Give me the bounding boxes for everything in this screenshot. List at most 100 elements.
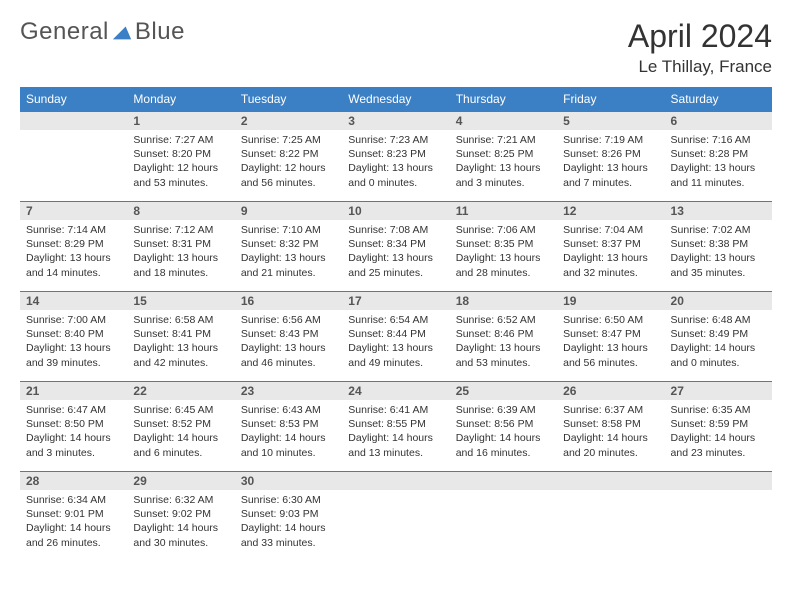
sunset-text: Sunset: 8:52 PM: [133, 417, 228, 431]
daylight-text-1: Daylight: 14 hours: [456, 431, 551, 445]
calendar-cell: 7Sunrise: 7:14 AMSunset: 8:29 PMDaylight…: [20, 202, 127, 292]
day-info: Sunrise: 7:14 AMSunset: 8:29 PMDaylight:…: [20, 220, 127, 283]
day-number: 11: [450, 202, 557, 220]
daylight-text-2: and 3 minutes.: [26, 446, 121, 460]
day-number: 16: [235, 292, 342, 310]
daylight-text-1: Daylight: 14 hours: [26, 521, 121, 535]
day-info: Sunrise: 6:48 AMSunset: 8:49 PMDaylight:…: [665, 310, 772, 373]
logo: General Blue: [20, 18, 185, 46]
sunset-text: Sunset: 8:40 PM: [26, 327, 121, 341]
daylight-text-2: and 49 minutes.: [348, 356, 443, 370]
day-number: 4: [450, 112, 557, 130]
sunset-text: Sunset: 8:31 PM: [133, 237, 228, 251]
day-number: 23: [235, 382, 342, 400]
day-number: 13: [665, 202, 772, 220]
day-number: 7: [20, 202, 127, 220]
calendar-cell: 12Sunrise: 7:04 AMSunset: 8:37 PMDayligh…: [557, 202, 664, 292]
sunrise-text: Sunrise: 6:45 AM: [133, 403, 228, 417]
daylight-text-2: and 21 minutes.: [241, 266, 336, 280]
day-info: Sunrise: 6:58 AMSunset: 8:41 PMDaylight:…: [127, 310, 234, 373]
day-number: 6: [665, 112, 772, 130]
day-header: Wednesday: [342, 87, 449, 112]
day-info: Sunrise: 7:23 AMSunset: 8:23 PMDaylight:…: [342, 130, 449, 193]
day-header: Thursday: [450, 87, 557, 112]
sunset-text: Sunset: 8:55 PM: [348, 417, 443, 431]
logo-text-1: General: [20, 18, 109, 46]
daylight-text-2: and 56 minutes.: [563, 356, 658, 370]
daylight-text-1: Daylight: 13 hours: [671, 251, 766, 265]
day-number: 10: [342, 202, 449, 220]
daylight-text-1: Daylight: 13 hours: [348, 341, 443, 355]
day-number-empty: [342, 472, 449, 490]
day-info: Sunrise: 6:56 AMSunset: 8:43 PMDaylight:…: [235, 310, 342, 373]
sunrise-text: Sunrise: 6:58 AM: [133, 313, 228, 327]
daylight-text-2: and 7 minutes.: [563, 176, 658, 190]
sunset-text: Sunset: 8:20 PM: [133, 147, 228, 161]
day-number: 21: [20, 382, 127, 400]
sunset-text: Sunset: 8:50 PM: [26, 417, 121, 431]
calendar-cell: 2Sunrise: 7:25 AMSunset: 8:22 PMDaylight…: [235, 112, 342, 202]
day-number: 14: [20, 292, 127, 310]
sunset-text: Sunset: 8:41 PM: [133, 327, 228, 341]
day-info: Sunrise: 7:25 AMSunset: 8:22 PMDaylight:…: [235, 130, 342, 193]
daylight-text-2: and 14 minutes.: [26, 266, 121, 280]
sunset-text: Sunset: 8:59 PM: [671, 417, 766, 431]
day-number: 24: [342, 382, 449, 400]
sunset-text: Sunset: 9:02 PM: [133, 507, 228, 521]
calendar-week-row: 21Sunrise: 6:47 AMSunset: 8:50 PMDayligh…: [20, 382, 772, 472]
sunrise-text: Sunrise: 6:37 AM: [563, 403, 658, 417]
day-number: 5: [557, 112, 664, 130]
day-number: 18: [450, 292, 557, 310]
daylight-text-1: Daylight: 14 hours: [133, 521, 228, 535]
day-number: 29: [127, 472, 234, 490]
title-block: April 2024 Le Thillay, France: [628, 18, 772, 77]
daylight-text-2: and 11 minutes.: [671, 176, 766, 190]
sunrise-text: Sunrise: 6:30 AM: [241, 493, 336, 507]
calendar-cell: 5Sunrise: 7:19 AMSunset: 8:26 PMDaylight…: [557, 112, 664, 202]
sunset-text: Sunset: 8:37 PM: [563, 237, 658, 251]
calendar-cell: 28Sunrise: 6:34 AMSunset: 9:01 PMDayligh…: [20, 472, 127, 562]
calendar-cell: 30Sunrise: 6:30 AMSunset: 9:03 PMDayligh…: [235, 472, 342, 562]
day-number: 28: [20, 472, 127, 490]
calendar-week-row: 7Sunrise: 7:14 AMSunset: 8:29 PMDaylight…: [20, 202, 772, 292]
daylight-text-2: and 32 minutes.: [563, 266, 658, 280]
day-info: Sunrise: 7:19 AMSunset: 8:26 PMDaylight:…: [557, 130, 664, 193]
daylight-text-1: Daylight: 13 hours: [348, 251, 443, 265]
day-info: Sunrise: 7:02 AMSunset: 8:38 PMDaylight:…: [665, 220, 772, 283]
day-number: 17: [342, 292, 449, 310]
daylight-text-2: and 13 minutes.: [348, 446, 443, 460]
daylight-text-2: and 56 minutes.: [241, 176, 336, 190]
daylight-text-2: and 23 minutes.: [671, 446, 766, 460]
sunset-text: Sunset: 8:32 PM: [241, 237, 336, 251]
day-info: Sunrise: 7:21 AMSunset: 8:25 PMDaylight:…: [450, 130, 557, 193]
sunset-text: Sunset: 8:46 PM: [456, 327, 551, 341]
daylight-text-2: and 46 minutes.: [241, 356, 336, 370]
sunset-text: Sunset: 8:28 PM: [671, 147, 766, 161]
day-info: Sunrise: 6:54 AMSunset: 8:44 PMDaylight:…: [342, 310, 449, 373]
day-header-row: Sunday Monday Tuesday Wednesday Thursday…: [20, 87, 772, 112]
daylight-text-1: Daylight: 13 hours: [241, 251, 336, 265]
sunrise-text: Sunrise: 6:48 AM: [671, 313, 766, 327]
daylight-text-1: Daylight: 13 hours: [26, 341, 121, 355]
sunrise-text: Sunrise: 7:10 AM: [241, 223, 336, 237]
daylight-text-1: Daylight: 14 hours: [671, 341, 766, 355]
daylight-text-1: Daylight: 13 hours: [671, 161, 766, 175]
location: Le Thillay, France: [628, 57, 772, 77]
sunrise-text: Sunrise: 7:21 AM: [456, 133, 551, 147]
day-number: 3: [342, 112, 449, 130]
daylight-text-2: and 39 minutes.: [26, 356, 121, 370]
calendar-cell: 22Sunrise: 6:45 AMSunset: 8:52 PMDayligh…: [127, 382, 234, 472]
daylight-text-2: and 10 minutes.: [241, 446, 336, 460]
daylight-text-2: and 53 minutes.: [133, 176, 228, 190]
sunrise-text: Sunrise: 7:04 AM: [563, 223, 658, 237]
daylight-text-2: and 33 minutes.: [241, 536, 336, 550]
calendar-cell: [557, 472, 664, 562]
daylight-text-1: Daylight: 13 hours: [26, 251, 121, 265]
calendar-cell: [20, 112, 127, 202]
daylight-text-1: Daylight: 12 hours: [241, 161, 336, 175]
calendar-cell: [450, 472, 557, 562]
calendar-cell: 13Sunrise: 7:02 AMSunset: 8:38 PMDayligh…: [665, 202, 772, 292]
calendar-cell: 4Sunrise: 7:21 AMSunset: 8:25 PMDaylight…: [450, 112, 557, 202]
sunrise-text: Sunrise: 6:54 AM: [348, 313, 443, 327]
sunset-text: Sunset: 8:26 PM: [563, 147, 658, 161]
